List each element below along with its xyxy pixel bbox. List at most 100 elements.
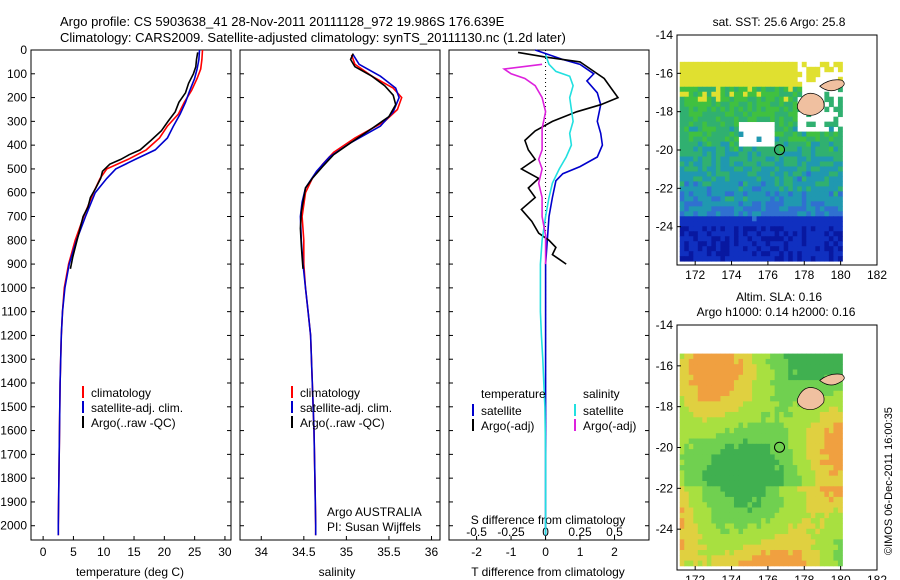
- map-cell: [715, 101, 721, 108]
- map-cell: [788, 512, 794, 519]
- map-cell: [679, 201, 685, 207]
- map-cell: [684, 449, 690, 455]
- map-cell: [828, 216, 834, 222]
- salinity-panel: salinity Argo AUSTRALIA PI: Susan Wijffe…: [239, 49, 441, 579]
- map-cell: [833, 146, 839, 152]
- legend-entry: satellite-adj. clim.: [300, 401, 392, 415]
- map-cell: [702, 534, 708, 540]
- map-cell: [819, 523, 825, 530]
- legend-entry: satellite-adj. clim.: [91, 401, 183, 415]
- map-cell: [779, 61, 785, 68]
- map-cell: [679, 171, 685, 177]
- map-cell: [788, 465, 794, 471]
- map-cell: [702, 496, 708, 503]
- map-cell: [743, 106, 748, 113]
- map-cell: [819, 246, 825, 252]
- map-cell: [806, 491, 812, 498]
- map-cell: [761, 401, 767, 408]
- map-cell: [797, 176, 803, 182]
- map-cell: [747, 71, 753, 78]
- map-cell: [752, 171, 757, 177]
- map-cell: [684, 86, 690, 93]
- map-cell: [779, 86, 785, 93]
- map-cell: [792, 417, 798, 423]
- map-cell: [733, 549, 739, 556]
- map-cell: [774, 549, 780, 556]
- map-cell: [702, 523, 708, 530]
- map-cell: [797, 161, 803, 167]
- map-cell: [833, 156, 839, 162]
- map-cell: [752, 465, 757, 471]
- map-cell: [792, 491, 798, 498]
- map-cell: [715, 454, 721, 461]
- map-cell: [770, 116, 776, 123]
- map-cell: [720, 116, 726, 123]
- map-cell: [810, 549, 816, 556]
- map-cell: [747, 491, 753, 498]
- map-cell: [824, 161, 830, 167]
- map-cell: [706, 121, 712, 128]
- map-cell: [819, 544, 825, 551]
- map-cell: [738, 236, 744, 242]
- map-cell: [679, 549, 685, 556]
- map-cell: [828, 221, 834, 227]
- map-cell: [752, 390, 757, 397]
- series-line-s-argo-adj-: [502, 63, 547, 265]
- map-cell: [756, 475, 762, 482]
- map-cell: [783, 176, 789, 182]
- map-cell: [711, 146, 717, 152]
- map-cell: [824, 549, 830, 556]
- map-cell: [837, 111, 843, 118]
- map-cell: [774, 523, 780, 530]
- map-cell: [733, 96, 739, 103]
- map-cell: [738, 246, 744, 252]
- map-cell: [779, 523, 785, 530]
- map-cell: [824, 186, 830, 192]
- map-cell: [733, 171, 739, 177]
- map-cell: [801, 406, 807, 413]
- map-cell: [706, 390, 712, 397]
- map-cell: [711, 256, 717, 262]
- map-cell: [788, 364, 794, 370]
- map-cell: [801, 411, 807, 418]
- map-cell: [819, 146, 825, 152]
- depth-tick-label: 1700: [0, 447, 27, 461]
- map-cell: [761, 231, 767, 237]
- map-cell: [774, 156, 780, 162]
- map-cell: [810, 146, 816, 152]
- map-cell: [761, 76, 767, 83]
- map-cell: [779, 480, 785, 487]
- map-cell: [747, 523, 753, 530]
- map-cell: [720, 211, 726, 217]
- map-cell: [819, 151, 825, 157]
- map-cell: [684, 396, 690, 402]
- map-cell: [756, 539, 762, 546]
- map-cell: [833, 246, 839, 252]
- map-cell: [792, 256, 798, 262]
- map-cell: [806, 443, 812, 450]
- map-cell: [788, 166, 794, 172]
- map-cell: [715, 417, 721, 423]
- map-cell: [747, 231, 753, 237]
- map-cell: [693, 443, 699, 450]
- map-cell: [770, 486, 776, 492]
- map-cell: [706, 422, 712, 429]
- map-cell: [711, 544, 717, 551]
- map-cell: [788, 111, 794, 118]
- map-cell: [747, 528, 753, 535]
- temperature-plot-frame: [30, 49, 232, 541]
- map-cell: [743, 201, 748, 207]
- map-cell: [693, 216, 699, 222]
- map-cell: [837, 101, 843, 108]
- map-cell: [715, 422, 721, 429]
- map-cell: [788, 106, 794, 113]
- map-cell: [711, 491, 717, 498]
- map-cell: [833, 353, 839, 360]
- map-cell: [724, 486, 730, 492]
- map-cell: [770, 226, 776, 232]
- x-tick-label: 30: [218, 545, 232, 559]
- map-cell: [801, 131, 807, 137]
- map-cell: [679, 186, 685, 192]
- map-cell: [752, 353, 757, 360]
- map-cell: [720, 518, 726, 524]
